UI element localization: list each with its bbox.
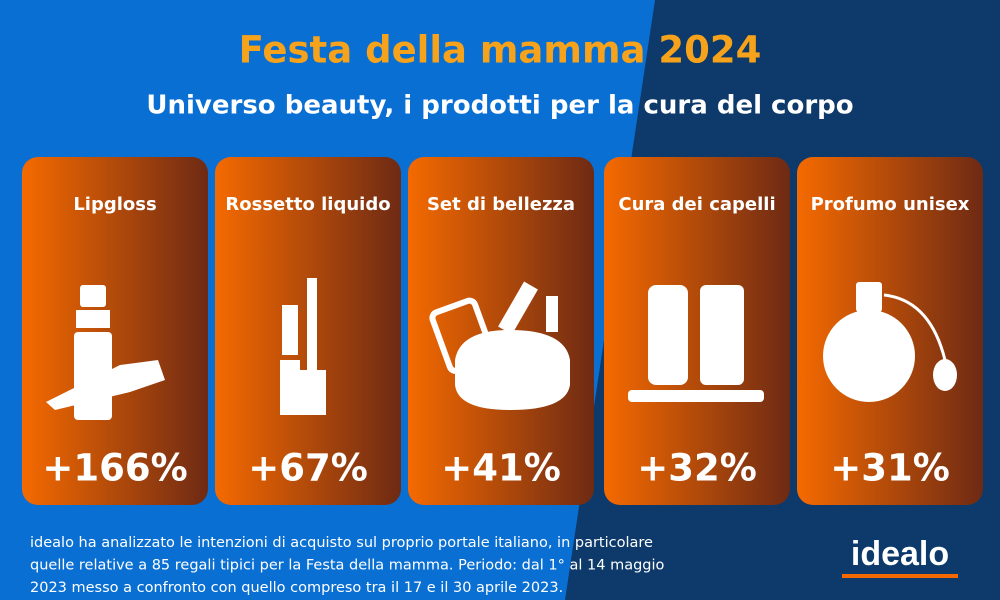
footnote-line: idealo ha analizzato le intenzioni di ac…	[30, 535, 653, 551]
card	[604, 157, 790, 505]
icon	[307, 278, 317, 370]
brand-logo: idealo	[851, 535, 949, 573]
card-label: Cura dei capelli	[618, 194, 775, 215]
icon	[80, 285, 106, 307]
subtitle: Universo beauty, i prodotti per la cura …	[146, 91, 853, 121]
footer: idealo ha analizzato le intenzioni di ac…	[30, 535, 665, 596]
card-value: +166%	[42, 447, 187, 490]
icon	[280, 360, 300, 415]
footnote-line: quelle relative a 85 regali tipici per l…	[30, 558, 665, 574]
card-value: +31%	[830, 447, 950, 490]
card-label: Lipgloss	[73, 194, 156, 215]
card	[22, 157, 208, 505]
icons	[46, 278, 957, 420]
icon	[498, 281, 538, 335]
icon	[856, 282, 882, 312]
card-value: +41%	[441, 447, 561, 490]
icon	[455, 330, 570, 410]
card-value: +32%	[637, 447, 757, 490]
card-label: Rossetto liquido	[225, 194, 390, 215]
icon	[46, 360, 165, 410]
card-value: +67%	[248, 447, 368, 490]
icon	[700, 285, 744, 385]
brand-underline	[842, 574, 958, 578]
icon	[282, 305, 298, 355]
icon	[648, 285, 688, 385]
card-label: Profumo unisex	[811, 194, 970, 215]
footnote-line: 2023 messo a confronto con quello compre…	[30, 580, 563, 596]
icon	[300, 370, 326, 415]
card-label: Set di bellezza	[427, 194, 575, 215]
icon	[546, 296, 558, 332]
icon	[628, 390, 764, 402]
icon	[76, 310, 110, 328]
title: Festa della mamma 2024	[239, 29, 762, 72]
icon	[933, 359, 957, 391]
icon	[883, 293, 947, 361]
icon	[823, 310, 915, 402]
